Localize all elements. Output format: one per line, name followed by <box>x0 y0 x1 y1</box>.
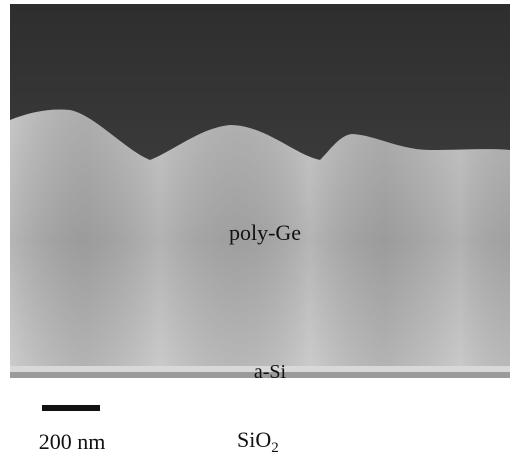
film-label: poly-Ge <box>229 220 301 245</box>
substrate-subscript: 2 <box>271 440 279 456</box>
seed-layer-label: a-Si <box>254 361 287 383</box>
micrograph <box>10 4 510 378</box>
substrate-label: SiO2 <box>237 427 279 456</box>
substrate-base: SiO <box>237 427 271 452</box>
scale-bar-label: 200 nm <box>39 429 106 454</box>
sem-figure: poly-Ge a-Si 200 nm SiO2 <box>0 0 517 467</box>
scale-bar <box>42 405 100 411</box>
